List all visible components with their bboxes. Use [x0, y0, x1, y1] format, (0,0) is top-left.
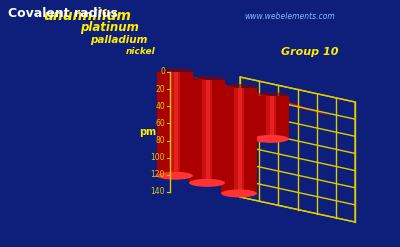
Text: ununnilium: ununnilium — [43, 9, 131, 23]
Polygon shape — [212, 80, 225, 183]
Polygon shape — [157, 72, 170, 176]
Polygon shape — [253, 96, 266, 139]
Text: www.webelements.com: www.webelements.com — [245, 13, 335, 21]
Polygon shape — [175, 72, 331, 116]
Text: 40: 40 — [155, 102, 165, 111]
Text: 60: 60 — [155, 119, 165, 128]
Polygon shape — [270, 96, 274, 139]
Ellipse shape — [221, 189, 257, 197]
Polygon shape — [174, 72, 178, 176]
Ellipse shape — [157, 68, 193, 76]
Text: 80: 80 — [155, 136, 165, 145]
Polygon shape — [234, 88, 244, 193]
Text: pm: pm — [140, 127, 156, 137]
Polygon shape — [202, 80, 212, 183]
Text: nickel: nickel — [125, 47, 155, 57]
Polygon shape — [238, 88, 242, 193]
Polygon shape — [276, 96, 289, 139]
Text: 120: 120 — [151, 170, 165, 179]
Ellipse shape — [189, 179, 225, 187]
Ellipse shape — [221, 84, 257, 92]
Ellipse shape — [189, 76, 225, 84]
Text: Group 10: Group 10 — [281, 47, 339, 57]
Ellipse shape — [253, 135, 289, 143]
Text: 100: 100 — [150, 153, 165, 162]
Polygon shape — [244, 88, 257, 193]
Ellipse shape — [253, 92, 289, 100]
Polygon shape — [221, 88, 234, 193]
Text: 20: 20 — [155, 85, 165, 94]
Polygon shape — [170, 72, 180, 176]
Text: palladium: palladium — [90, 35, 147, 45]
Text: 0: 0 — [160, 67, 165, 77]
Text: platinum: platinum — [80, 21, 139, 35]
Polygon shape — [189, 80, 202, 183]
Text: Covalent radius: Covalent radius — [8, 7, 118, 20]
Polygon shape — [206, 80, 210, 183]
Polygon shape — [180, 72, 193, 176]
Text: 140: 140 — [150, 187, 165, 197]
Polygon shape — [266, 96, 276, 139]
Ellipse shape — [157, 172, 193, 180]
